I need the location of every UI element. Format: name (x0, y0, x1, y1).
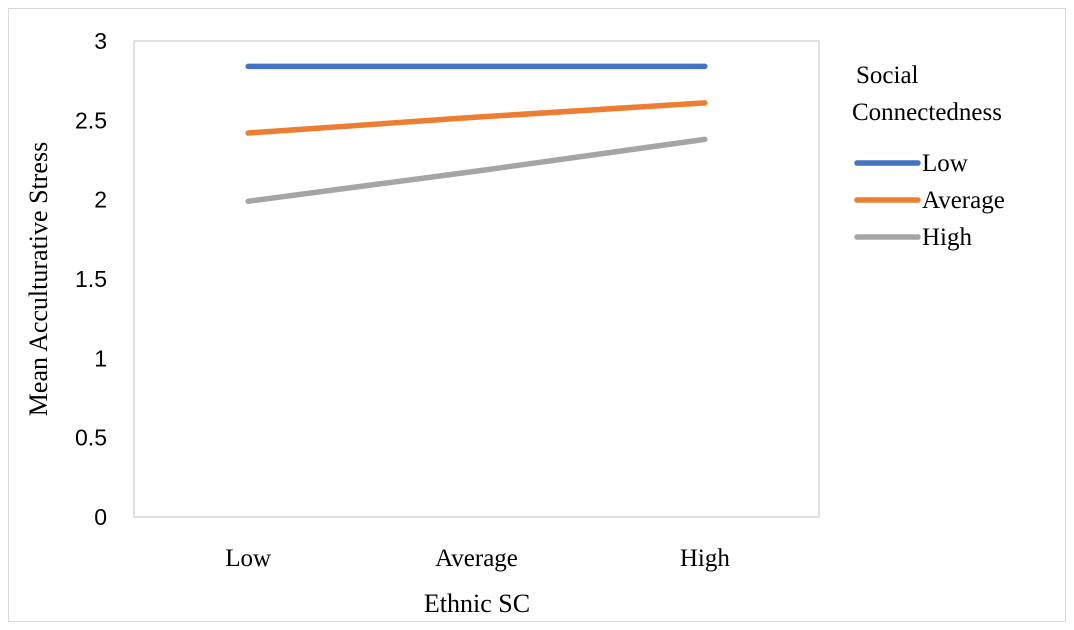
legend: Social Connectedness Low Average High (852, 62, 1005, 251)
series-line-high (245, 136, 708, 205)
x-axis-title: Ethnic SC (424, 589, 530, 618)
x-tick-label: Low (225, 545, 271, 572)
y-axis-title: Mean Acculturative Stress (24, 142, 53, 416)
legend-title-line-1: Social (856, 62, 919, 89)
series-line-average (245, 100, 708, 136)
x-axis-labels: Low Average High (225, 545, 730, 572)
x-tick-label: Average (435, 545, 518, 572)
y-tick-label: 2.5 (75, 107, 107, 133)
y-tick-label: 3 (94, 28, 107, 54)
y-tick-label: 0.5 (75, 425, 107, 451)
legend-entries: Low Average High (854, 150, 1005, 251)
legend-label-high: High (922, 224, 973, 251)
y-tick-label: 1 (94, 345, 107, 371)
x-tick-label: High (680, 545, 731, 572)
plot-area (133, 40, 820, 518)
y-tick-label: 0 (94, 504, 107, 530)
legend-label-low: Low (922, 150, 968, 177)
series-lines (245, 63, 708, 205)
legend-label-average: Average (922, 187, 1005, 214)
y-axis-ticks: 0 0.5 1 1.5 2 2.5 3 (75, 28, 107, 530)
y-tick-label: 1.5 (75, 266, 107, 292)
y-tick-label: 2 (94, 187, 107, 213)
legend-title-line-2: Connectedness (852, 99, 1002, 126)
